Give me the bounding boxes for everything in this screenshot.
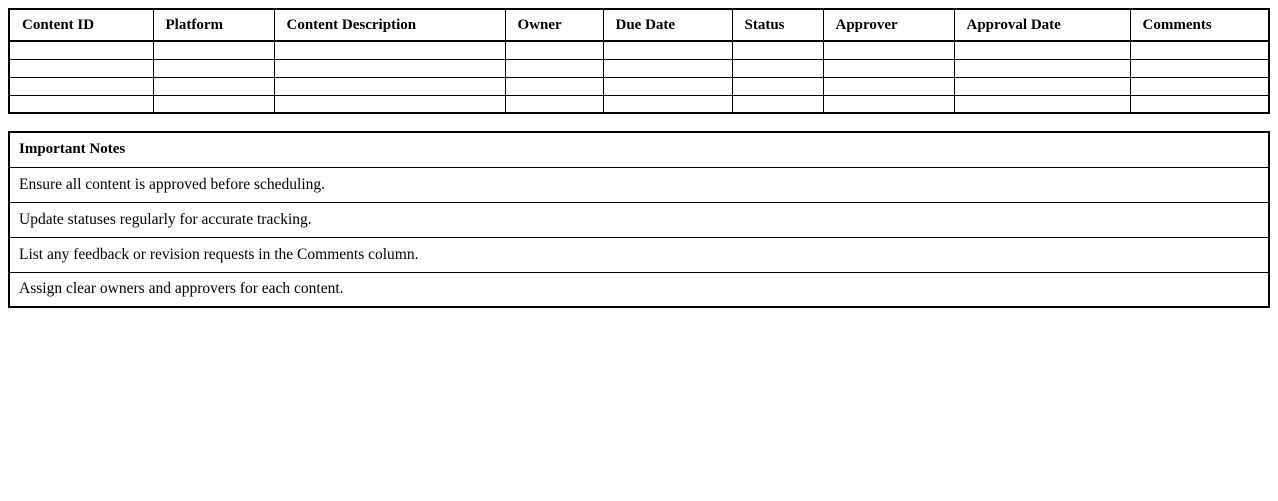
table-cell[interactable] [273,76,506,96]
table-row [8,76,1270,96]
table-cell[interactable] [8,76,154,96]
table-cell[interactable] [1129,58,1270,78]
important-notes-table: Important Notes Ensure all content is ap… [8,131,1270,308]
notes-title: Important Notes [8,131,1270,168]
notes-table-body: Ensure all content is approved before sc… [8,166,1270,308]
table-cell[interactable] [602,58,733,78]
table-cell[interactable] [8,58,154,78]
note-row: List any feedback or revision requests i… [8,236,1270,273]
table-cell[interactable] [731,40,824,60]
document-page: Content ID Platform Content Description Own… [8,8,1270,308]
column-header-due-date: Due Date [602,8,733,42]
column-header-content-description: Content Description [273,8,506,42]
table-row [8,94,1270,114]
table-row [8,40,1270,60]
table-cell[interactable] [1129,76,1270,96]
table-cell[interactable] [504,58,604,78]
table-cell[interactable] [822,94,955,114]
note-text: Assign clear owners and approvers for ea… [8,271,1270,308]
table-row [8,58,1270,78]
table-cell[interactable] [731,76,824,96]
note-row: Assign clear owners and approvers for ea… [8,271,1270,308]
table-cell[interactable] [273,40,506,60]
table-cell[interactable] [152,40,275,60]
table-cell[interactable] [8,94,154,114]
content-table-header-row: Content ID Platform Content Description Own… [8,8,1270,42]
table-cell[interactable] [822,76,955,96]
column-header-content-id: Content ID [8,8,154,42]
table-cell[interactable] [953,94,1131,114]
table-cell[interactable] [273,58,506,78]
column-header-owner: Owner [504,8,604,42]
column-header-status: Status [731,8,824,42]
table-cell[interactable] [1129,94,1270,114]
content-tracker-table: Content ID Platform Content Description Own… [8,8,1270,114]
table-cell[interactable] [602,94,733,114]
table-cell[interactable] [504,76,604,96]
note-text: List any feedback or revision requests i… [8,236,1270,273]
column-header-approval-date: Approval Date [953,8,1131,42]
table-cell[interactable] [602,76,733,96]
table-cell[interactable] [273,94,506,114]
content-table-body [8,40,1270,114]
table-cell[interactable] [953,58,1131,78]
table-cell[interactable] [953,40,1131,60]
note-text: Ensure all content is approved before sc… [8,166,1270,203]
column-header-comments: Comments [1129,8,1270,42]
table-cell[interactable] [152,58,275,78]
note-text: Update statuses regularly for accurate t… [8,201,1270,238]
table-cell[interactable] [8,40,154,60]
table-cell[interactable] [953,76,1131,96]
table-cell[interactable] [731,94,824,114]
table-cell[interactable] [1129,40,1270,60]
table-cell[interactable] [822,40,955,60]
table-cell[interactable] [152,76,275,96]
notes-header-row: Important Notes [8,131,1270,168]
table-cell[interactable] [504,40,604,60]
table-cell[interactable] [822,58,955,78]
column-header-platform: Platform [152,8,275,42]
column-header-approver: Approver [822,8,955,42]
note-row: Update statuses regularly for accurate t… [8,201,1270,238]
table-cell[interactable] [602,40,733,60]
note-row: Ensure all content is approved before sc… [8,166,1270,203]
table-cell[interactable] [731,58,824,78]
table-cell[interactable] [152,94,275,114]
table-cell[interactable] [504,94,604,114]
